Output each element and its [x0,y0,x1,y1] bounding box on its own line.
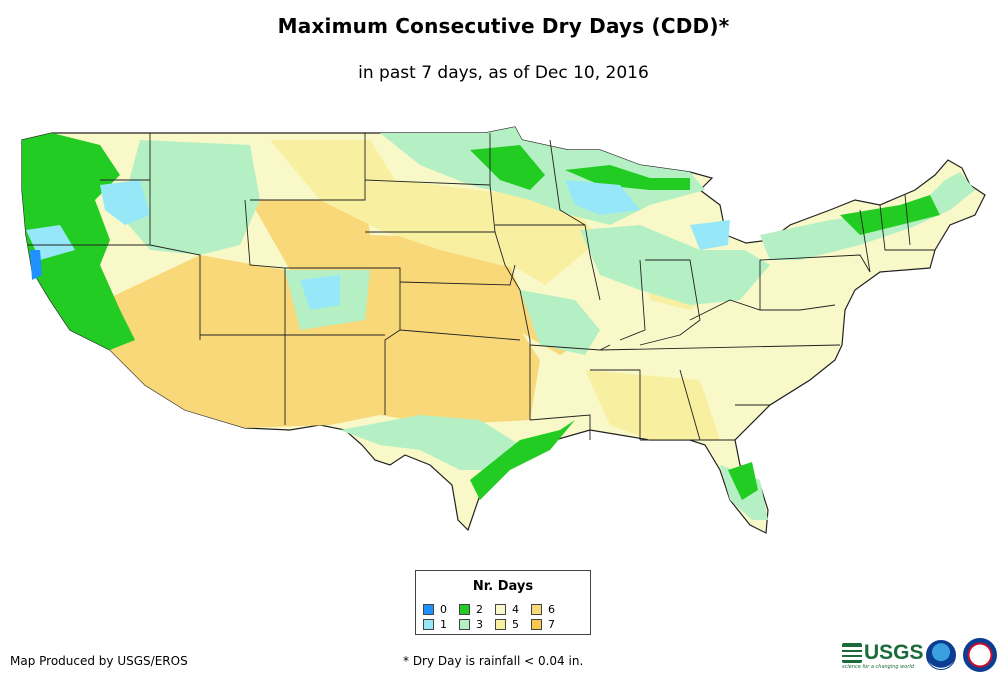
legend-swatch [495,604,506,615]
legend-label: 4 [512,603,519,616]
legend-swatch [495,619,506,630]
legend-item: 1 [423,618,447,631]
noaa-logo-icon [926,640,956,670]
region-2day-michigan [565,165,690,190]
legend-swatch [459,604,470,615]
usgs-logo: USGS science for a changing world [842,641,924,670]
legend-item: 0 [423,603,447,616]
legend-swatch [459,619,470,630]
legend-item: 7 [531,618,555,631]
region-2day-dakota [470,145,545,190]
legend-swatch [531,604,542,615]
legend-swatch [423,619,434,630]
region-5day-central [270,140,600,285]
legend-swatch [423,604,434,615]
region-5day-southeast [585,370,720,440]
legend-title: Nr. Days [472,579,534,594]
region-1day-wisconsin [565,180,640,215]
legend-item: 6 [531,603,555,616]
map-title: Maximum Consecutive Dry Days (CDD)* [277,14,730,38]
region-3day-northwest [120,140,260,255]
region-0day-oregon [30,250,42,280]
nws-logo-icon [963,638,997,672]
region-2day-gulf [470,420,575,500]
footnote-text: * Dry Day is rainfall < 0.04 in. [403,654,584,668]
map-subtitle: in past 7 days, as of Dec 10, 2016 [358,63,649,83]
legend-label: 2 [476,603,483,616]
region-3day-great-lakes [580,225,770,305]
region-2day-maine [840,195,940,235]
legend-item: 5 [495,618,519,631]
credit-text: Map Produced by USGS/EROS [10,654,188,668]
region-1day-colorado [300,275,340,310]
legend-swatch [531,619,542,630]
region-6day-plains [250,200,600,355]
legend-label: 0 [440,603,447,616]
usgs-tagline: science for a changing world [842,664,914,670]
legend-label: 5 [512,618,519,631]
legend-label: 6 [548,603,555,616]
legend-item: 3 [459,618,483,631]
legend-label: 1 [440,618,447,631]
region-3day-texas [340,415,520,470]
legend-item: 4 [495,603,519,616]
legend-label: 3 [476,618,483,631]
region-2day-florida [728,462,758,500]
region-1day-michigan [690,220,730,250]
state-borders [28,133,935,441]
legend-label: 7 [548,618,555,631]
usgs-wordmark: USGS [864,641,924,664]
usgs-wave-icon [842,642,862,663]
legend: Nr. Days 0 1 2 3 4 5 6 7 [415,570,591,635]
region-3day-midwest [520,290,600,355]
region-1day-washington [100,180,150,225]
legend-item: 2 [459,603,483,616]
